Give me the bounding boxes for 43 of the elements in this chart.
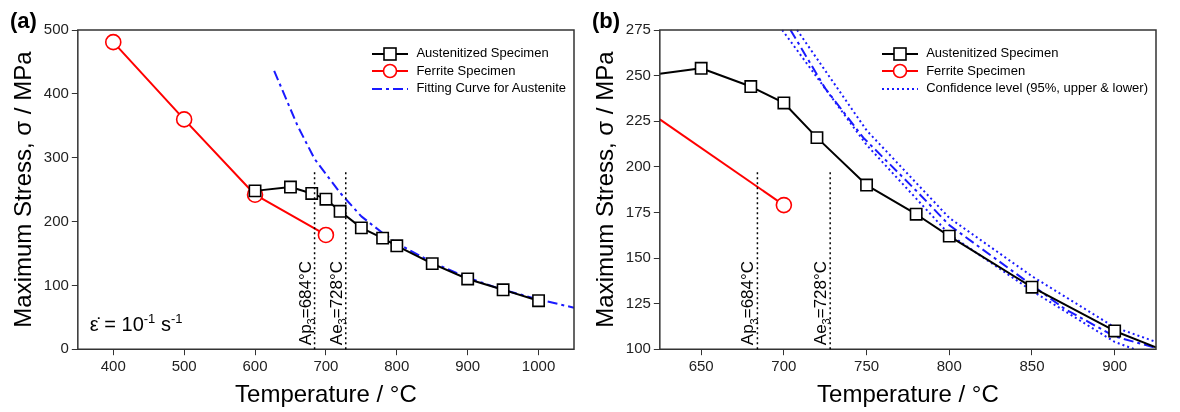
x-tick-label: 500 [171, 357, 197, 375]
y-tick-label: 275 [625, 20, 651, 38]
x-tick-label: 800 [384, 357, 410, 375]
y-tick-label: 200 [625, 156, 651, 174]
ref-line-label: Ap3=684°C [738, 260, 760, 346]
y-tick-label: 0 [60, 339, 69, 357]
x-axis-title: Temperature / °C [235, 380, 417, 408]
legend-label: Austenitized Specimen [926, 45, 1059, 60]
y-tick-label: 250 [625, 65, 651, 83]
chart-title: (a) [10, 8, 37, 34]
y-tick-label: 400 [43, 83, 69, 101]
x-tick-label: 700 [313, 357, 339, 375]
x-axis-title: Temperature / °C [817, 380, 999, 408]
x-tick-label: 850 [1019, 357, 1045, 375]
x-tick-label: 750 [854, 357, 880, 375]
y-tick-label: 300 [43, 147, 69, 165]
x-tick-label: 900 [1102, 357, 1128, 375]
y-tick-label: 150 [625, 248, 651, 266]
legend-label: Ferrite Specimen [416, 62, 516, 78]
x-tick-label: 900 [455, 357, 481, 375]
x-tick-label: 800 [936, 357, 962, 375]
legend-label: Fitting Curve for Austenite [416, 80, 566, 96]
y-tick-label: 125 [625, 293, 651, 311]
x-tick-label: 650 [688, 357, 714, 375]
y-axis-title: Maximum Stress, σ / MPa [9, 50, 37, 328]
y-axis-title: Maximum Stress, σ / MPa [591, 50, 619, 328]
ref-line-label: Ap3=684°C [295, 260, 317, 346]
chart-title: (b) [592, 8, 621, 34]
x-tick-label: 700 [771, 357, 797, 375]
y-tick-label: 500 [43, 20, 69, 38]
legend-label: Austenitized Specimen [416, 45, 549, 60]
legend-label: Confidence level (95%, upper & lower) [926, 80, 1148, 96]
y-tick-label: 100 [43, 275, 69, 293]
y-tick-label: 100 [625, 339, 651, 357]
x-tick-label: 1000 [521, 357, 556, 375]
ref-line-label: Ae3=728°C [811, 260, 833, 346]
y-tick-label: 225 [625, 111, 651, 129]
legend-label: Ferrite Specimen [926, 62, 1026, 78]
x-tick-label: 600 [242, 357, 268, 375]
x-tick-label: 400 [100, 357, 126, 375]
ref-line-label: Ae3=728°C [326, 260, 349, 346]
y-tick-label: 175 [625, 202, 651, 220]
y-tick-label: 200 [43, 211, 69, 229]
